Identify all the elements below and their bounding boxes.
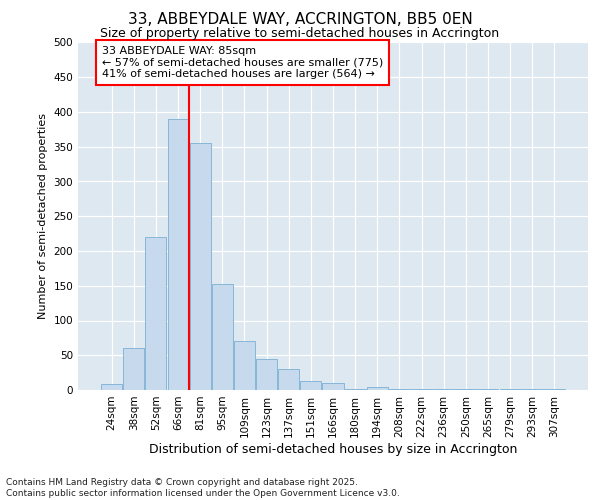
Bar xyxy=(124,348,145,390)
Bar xyxy=(411,388,432,390)
Bar xyxy=(389,388,410,390)
Bar xyxy=(190,144,211,390)
Bar xyxy=(322,383,344,390)
Bar xyxy=(544,388,565,390)
Bar xyxy=(433,388,454,390)
Text: 33 ABBEYDALE WAY: 85sqm
← 57% of semi-detached houses are smaller (775)
41% of s: 33 ABBEYDALE WAY: 85sqm ← 57% of semi-de… xyxy=(102,46,383,79)
Text: Size of property relative to semi-detached houses in Accrington: Size of property relative to semi-detach… xyxy=(100,28,500,40)
Bar xyxy=(145,237,166,390)
Text: 33, ABBEYDALE WAY, ACCRINGTON, BB5 0EN: 33, ABBEYDALE WAY, ACCRINGTON, BB5 0EN xyxy=(128,12,472,28)
Bar xyxy=(521,388,542,390)
Bar xyxy=(344,388,365,390)
X-axis label: Distribution of semi-detached houses by size in Accrington: Distribution of semi-detached houses by … xyxy=(149,442,517,456)
Bar xyxy=(256,360,277,390)
Bar xyxy=(500,388,521,390)
Bar xyxy=(478,388,499,390)
Bar xyxy=(101,384,122,390)
Text: Contains HM Land Registry data © Crown copyright and database right 2025.
Contai: Contains HM Land Registry data © Crown c… xyxy=(6,478,400,498)
Bar xyxy=(301,381,322,390)
Bar xyxy=(212,284,233,390)
Bar xyxy=(367,386,388,390)
Y-axis label: Number of semi-detached properties: Number of semi-detached properties xyxy=(38,114,48,320)
Bar xyxy=(278,369,299,390)
Bar xyxy=(234,342,255,390)
Bar xyxy=(167,119,188,390)
Bar xyxy=(455,388,476,390)
